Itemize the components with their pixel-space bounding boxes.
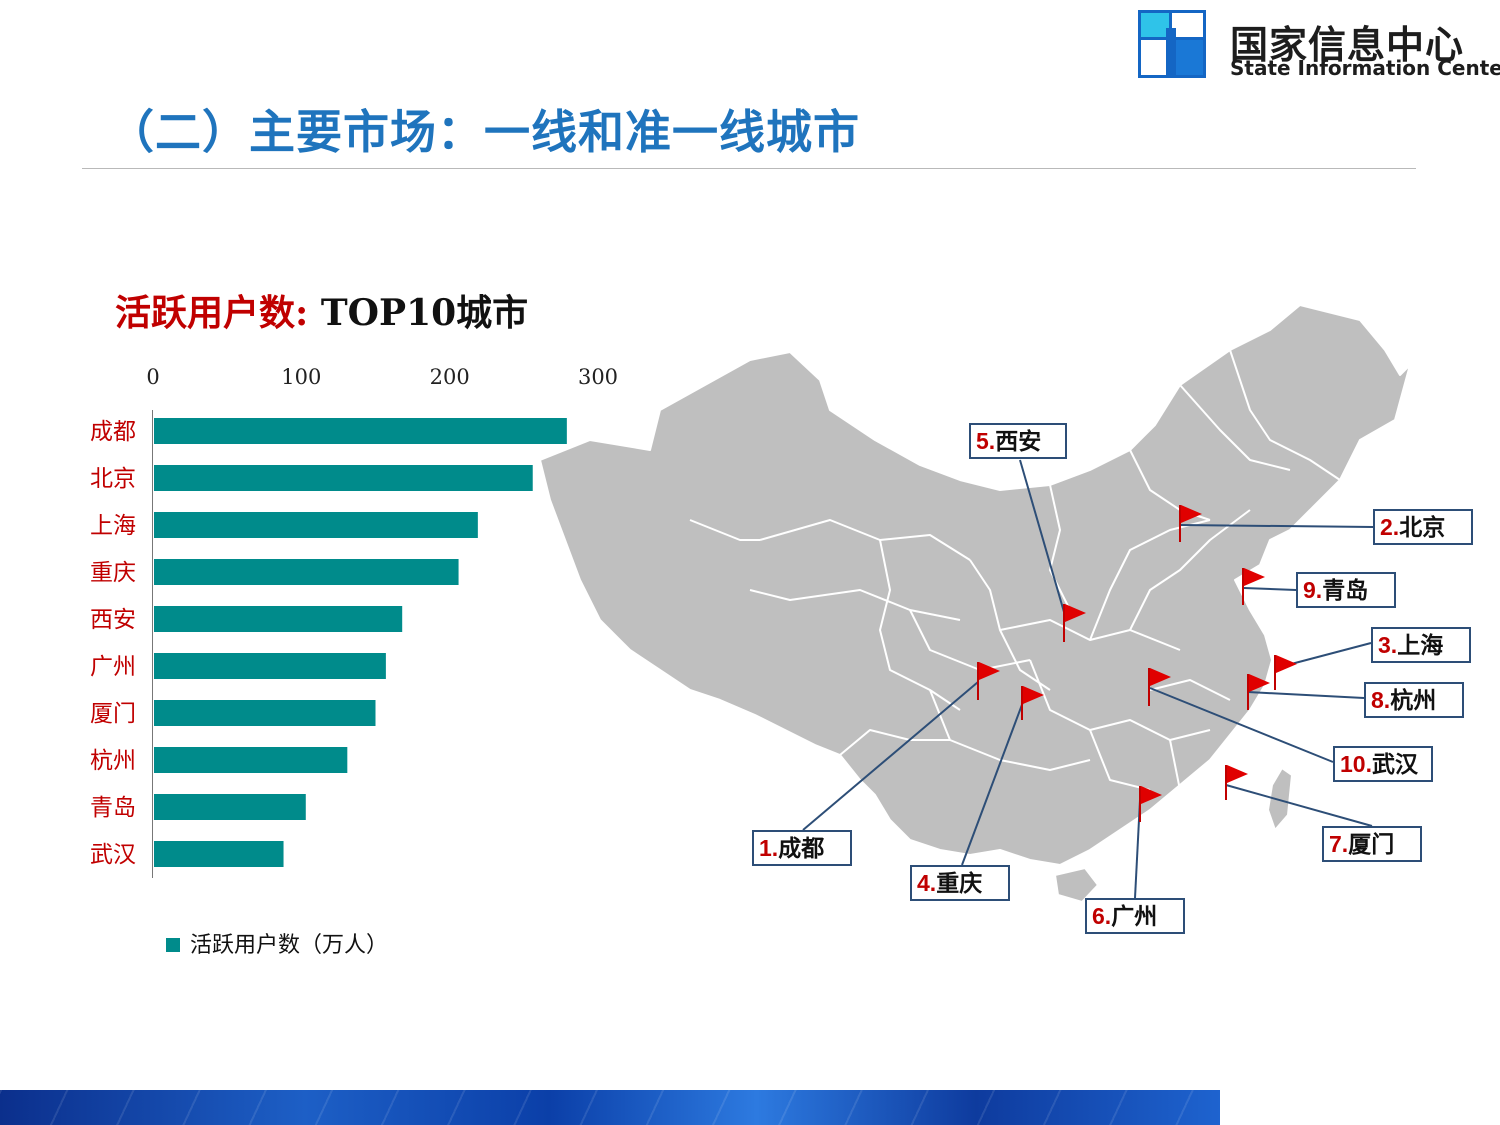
bar bbox=[154, 559, 459, 585]
bar bbox=[154, 841, 284, 867]
bar bbox=[154, 700, 376, 726]
bar bbox=[154, 512, 478, 538]
bar bbox=[154, 606, 403, 632]
category-label: 厦门 bbox=[90, 701, 136, 727]
callout-hangzhou: 8.杭州 bbox=[1364, 682, 1464, 718]
callout-xiamen: 7.厦门 bbox=[1322, 826, 1422, 862]
logo-mark-icon bbox=[1138, 10, 1206, 78]
legend-swatch bbox=[166, 938, 180, 952]
chart-title-en: TOP10城市 bbox=[320, 292, 529, 334]
title-divider bbox=[82, 168, 1416, 169]
callout-shanghai: 3.上海 bbox=[1371, 627, 1471, 663]
category-label: 西安 bbox=[90, 607, 136, 633]
callout-beijing: 2.北京 bbox=[1373, 509, 1473, 545]
category-label: 成都 bbox=[90, 419, 136, 445]
hainan-shape bbox=[1054, 867, 1099, 903]
page-title: （二）主要市场：一线和准一线城市 bbox=[108, 105, 860, 159]
category-label: 武汉 bbox=[90, 842, 136, 868]
callout-qingdao: 9.青岛 bbox=[1296, 572, 1396, 608]
logo-text-en: State Information Center bbox=[1230, 56, 1500, 80]
china-map-svg bbox=[539, 304, 1411, 903]
category-label: 重庆 bbox=[90, 560, 136, 586]
chart-title: 活跃用户数: TOP10城市 bbox=[115, 284, 528, 336]
logo-text-cn: 国家信息中心 bbox=[1230, 22, 1465, 67]
chart-title-cn: 活跃用户数: bbox=[115, 292, 309, 334]
x-tick-label: 100 bbox=[281, 365, 321, 389]
bottom-decorative-band bbox=[0, 1090, 1220, 1125]
category-label: 广州 bbox=[90, 654, 136, 680]
callout-xian: 5.西安 bbox=[969, 423, 1067, 459]
bar bbox=[154, 465, 533, 491]
state-information-center-logo: 国家信息中心 State Information Center bbox=[1138, 10, 1500, 80]
category-label: 杭州 bbox=[90, 748, 136, 774]
x-tick-label: 300 bbox=[578, 365, 618, 389]
callout-guangzhou: 6.广州 bbox=[1085, 898, 1185, 934]
x-tick-label: 0 bbox=[146, 365, 159, 389]
category-label: 上海 bbox=[90, 513, 136, 539]
category-label: 青岛 bbox=[90, 795, 136, 821]
category-label: 北京 bbox=[90, 466, 136, 492]
x-tick-label: 200 bbox=[430, 365, 470, 389]
callout-chongqing: 4.重庆 bbox=[910, 865, 1010, 901]
legend-label: 活跃用户数（万人） bbox=[190, 933, 388, 958]
taiwan-shape bbox=[1267, 767, 1293, 831]
bar bbox=[154, 653, 386, 679]
bar bbox=[154, 747, 348, 773]
bar bbox=[154, 418, 567, 444]
china-map bbox=[530, 290, 1430, 954]
callout-chengdu: 1.成都 bbox=[752, 830, 852, 866]
bar bbox=[154, 794, 306, 820]
callout-wuhan: 10.武汉 bbox=[1333, 746, 1433, 782]
